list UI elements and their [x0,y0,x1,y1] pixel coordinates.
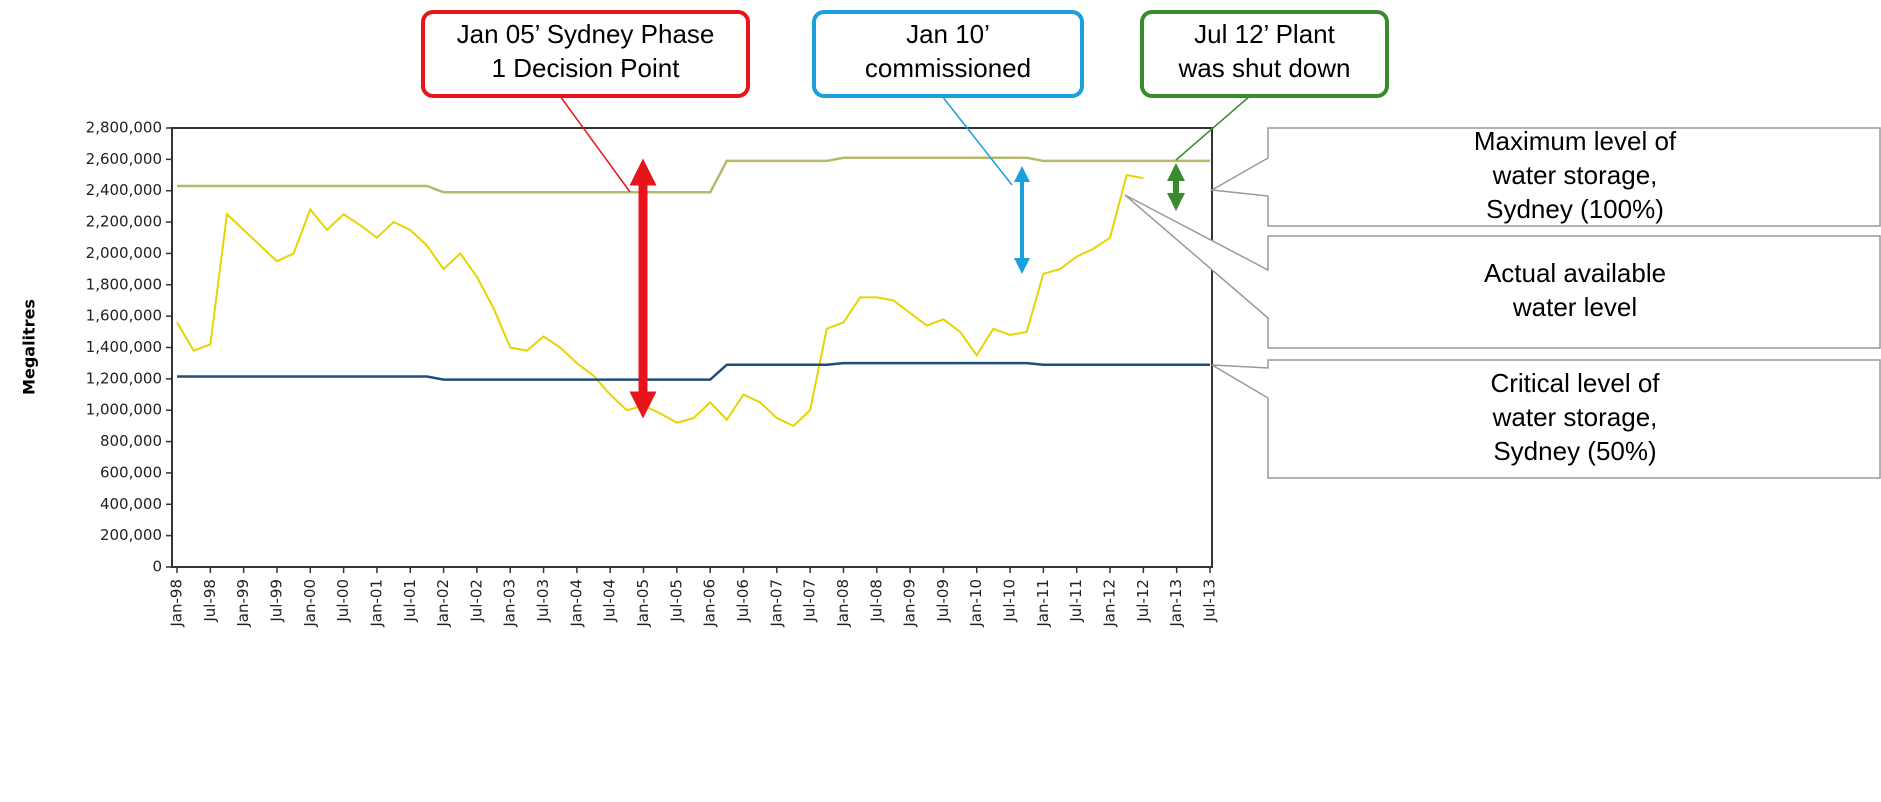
x-tick-label: Jul-01 [401,579,419,623]
x-tick-label: Jan-09 [901,579,919,628]
x-tick-label: Jan-04 [567,579,585,628]
series-line [176,173,1144,428]
callout-box [1209,127,1881,227]
x-tick-label: Jul-00 [334,579,352,623]
y-tick-label: 2,200,000 [86,213,162,231]
callout-text: Maximum level of [1474,126,1677,156]
series-line [177,156,1210,194]
x-tick-label: Jan-07 [767,579,785,628]
x-tick-label: Jan-98 [168,579,186,628]
annotation-text: was shut down [1178,53,1351,83]
x-tick-label: Jul-13 [1201,579,1219,623]
x-tick-label: Jul-11 [1067,579,1085,623]
callout-text: Sydney (50%) [1493,436,1656,466]
callout-text: water storage, [1492,160,1658,190]
y-tick-label: 600,000 [100,463,162,481]
y-tick-label: 400,000 [100,495,162,513]
connector [559,95,631,193]
x-tick-label: Jan-99 [234,579,252,628]
x-tick-label: Jan-03 [501,579,519,628]
callout-text: Actual available [1484,258,1666,288]
callout-text: Critical level of [1490,368,1660,398]
x-tick-label: Jan-11 [1034,579,1052,628]
annotation-box [421,10,750,98]
y-tick-label: 2,600,000 [86,150,162,168]
x-tick-label: Jul-08 [867,579,885,623]
y-tick-label: 800,000 [100,432,162,450]
x-tick-label: Jul-02 [467,579,485,623]
annotation-text: 1 Decision Point [492,53,681,83]
x-tick-label: Jul-05 [667,579,685,623]
y-tick-label: 2,000,000 [86,244,162,262]
y-tick-label: 1,000,000 [86,401,162,419]
y-tick-label: 1,200,000 [86,369,162,387]
x-tick-label: Jan-10 [967,579,985,628]
callout-box [1124,194,1881,349]
y-tick-label: 200,000 [100,526,162,544]
annotation-box [1140,10,1389,98]
y-tick-label: 2,400,000 [86,181,162,199]
x-tick-label: Jul-98 [201,579,219,623]
annotation-text: Jan 05’ Sydney Phase [457,19,715,49]
x-tick-label: Jul-12 [1134,579,1152,623]
connector [1175,95,1251,161]
x-tick-label: Jul-06 [734,579,752,623]
x-tick-label: Jan-00 [301,579,319,628]
callout-text: water storage, [1492,402,1658,432]
annotation-text: Jul 12’ Plant [1194,19,1335,49]
y-axis-label: Megalitres [20,299,39,395]
x-tick-label: Jan-08 [834,579,852,628]
y-tick-label: 1,800,000 [86,275,162,293]
annotation-box [812,10,1084,98]
x-tick-label: Jul-07 [801,579,819,623]
y-tick-label: 1,600,000 [86,307,162,325]
callout-box [1211,359,1881,479]
x-tick-label: Jul-09 [934,579,952,623]
x-tick-label: Jan-13 [1167,579,1185,628]
y-tick-label: 1,400,000 [86,338,162,356]
series-line [177,361,1210,381]
x-tick-label: Jan-05 [634,579,652,628]
y-tick-label: 0 [152,558,162,576]
x-tick-label: Jan-01 [367,579,385,628]
x-tick-label: Jul-10 [1001,579,1019,623]
y-tick-label: 2,800,000 [86,119,162,137]
annotation-text: Jan 10’ [906,19,990,49]
x-tick-label: Jan-12 [1101,579,1119,628]
annotation-text: commissioned [865,53,1031,83]
connector [941,95,1013,186]
x-tick-label: Jul-04 [601,579,619,623]
callout-text: Sydney (100%) [1486,194,1664,224]
x-tick-label: Jul-99 [267,579,285,623]
x-tick-label: Jan-02 [434,579,452,628]
x-tick-label: Jan-06 [701,579,719,628]
callout-text: water level [1512,292,1637,322]
x-tick-label: Jul-03 [534,579,552,623]
plot-area [171,127,1213,568]
